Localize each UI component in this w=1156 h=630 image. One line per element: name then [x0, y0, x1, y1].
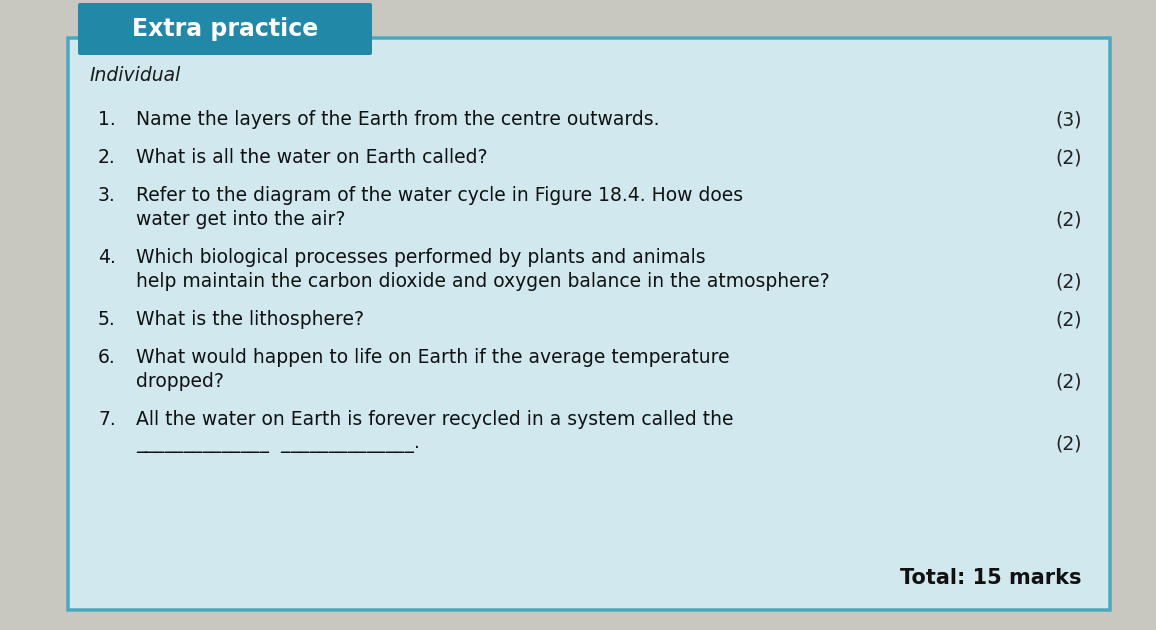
Text: (2): (2) [1055, 310, 1082, 329]
Text: Refer to the diagram of the water cycle in Figure 18.4. How does: Refer to the diagram of the water cycle … [136, 186, 743, 205]
Text: Name the layers of the Earth from the centre outwards.: Name the layers of the Earth from the ce… [136, 110, 660, 129]
Text: (2): (2) [1055, 434, 1082, 453]
Text: Individual: Individual [90, 66, 181, 85]
FancyBboxPatch shape [68, 38, 1110, 610]
Text: dropped?: dropped? [136, 372, 224, 391]
Text: (2): (2) [1055, 148, 1082, 167]
Text: water get into the air?: water get into the air? [136, 210, 346, 229]
Text: (2): (2) [1055, 372, 1082, 391]
Text: ______________  ______________.: ______________ ______________. [136, 434, 420, 453]
Text: What is the lithosphere?: What is the lithosphere? [136, 310, 364, 329]
Text: (2): (2) [1055, 210, 1082, 229]
Text: help maintain the carbon dioxide and oxygen balance in the atmosphere?: help maintain the carbon dioxide and oxy… [136, 272, 830, 291]
Text: (2): (2) [1055, 272, 1082, 291]
Text: Total: 15 marks: Total: 15 marks [901, 568, 1082, 588]
Text: 5.: 5. [98, 310, 116, 329]
Text: 6.: 6. [98, 348, 116, 367]
Text: What is all the water on Earth called?: What is all the water on Earth called? [136, 148, 488, 167]
Text: Which biological processes performed by plants and animals: Which biological processes performed by … [136, 248, 705, 267]
FancyBboxPatch shape [77, 3, 372, 55]
Text: 4.: 4. [98, 248, 116, 267]
Text: 7.: 7. [98, 410, 116, 429]
Text: (3): (3) [1055, 110, 1082, 129]
Text: 3.: 3. [98, 186, 116, 205]
Text: What would happen to life on Earth if the average temperature: What would happen to life on Earth if th… [136, 348, 729, 367]
Text: 1.: 1. [98, 110, 116, 129]
Text: Extra practice: Extra practice [132, 17, 318, 41]
Text: All the water on Earth is forever recycled in a system called the: All the water on Earth is forever recycl… [136, 410, 734, 429]
Text: 2.: 2. [98, 148, 116, 167]
